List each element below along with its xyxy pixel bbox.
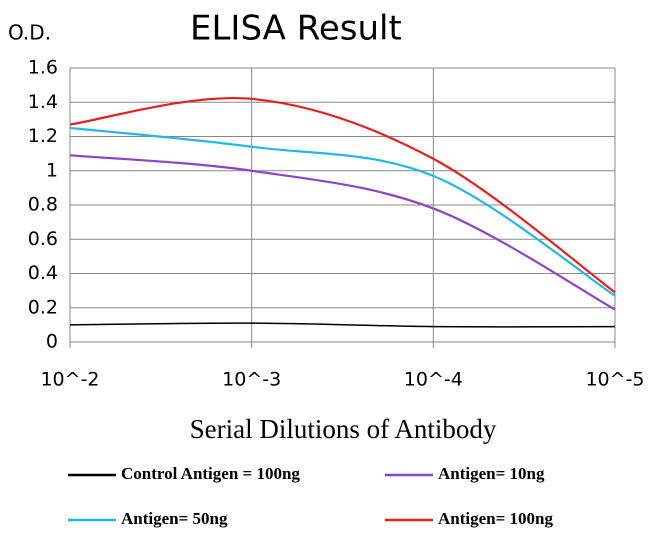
x-tick-label: 10^-3 bbox=[222, 369, 281, 391]
x-tick-label: 10^-5 bbox=[585, 369, 644, 391]
data-line bbox=[69, 96, 616, 294]
x-axis-label: Serial Dilutions of Antibody bbox=[190, 414, 497, 444]
y-axis-label: O.D. bbox=[8, 21, 51, 45]
legend-label: Antigen= 10ng bbox=[438, 464, 545, 483]
x-tick-label: 10^-4 bbox=[404, 369, 463, 391]
legend-label: Control Antigen = 100ng bbox=[121, 464, 300, 483]
y-tick-label: 0 bbox=[46, 331, 58, 353]
legend-label: Antigen= 50ng bbox=[121, 509, 228, 528]
y-tick-label: 1.2 bbox=[28, 125, 58, 147]
y-tick-label: 0.8 bbox=[28, 194, 58, 216]
y-tick-label: 0.2 bbox=[28, 296, 58, 318]
chart-title: ELISA Result bbox=[190, 9, 402, 49]
data-line bbox=[69, 154, 616, 311]
y-tick-label: 1.6 bbox=[28, 57, 58, 79]
y-tick-label: 0.4 bbox=[28, 262, 58, 284]
data-line bbox=[69, 126, 616, 297]
y-tick-label: 0.6 bbox=[28, 228, 58, 250]
data-line bbox=[69, 322, 616, 328]
legend-label: Antigen= 100ng bbox=[438, 509, 554, 528]
y-tick-label: 1.4 bbox=[28, 91, 58, 113]
y-tick-label: 1 bbox=[46, 159, 58, 181]
x-tick-label: 10^-2 bbox=[40, 369, 99, 391]
